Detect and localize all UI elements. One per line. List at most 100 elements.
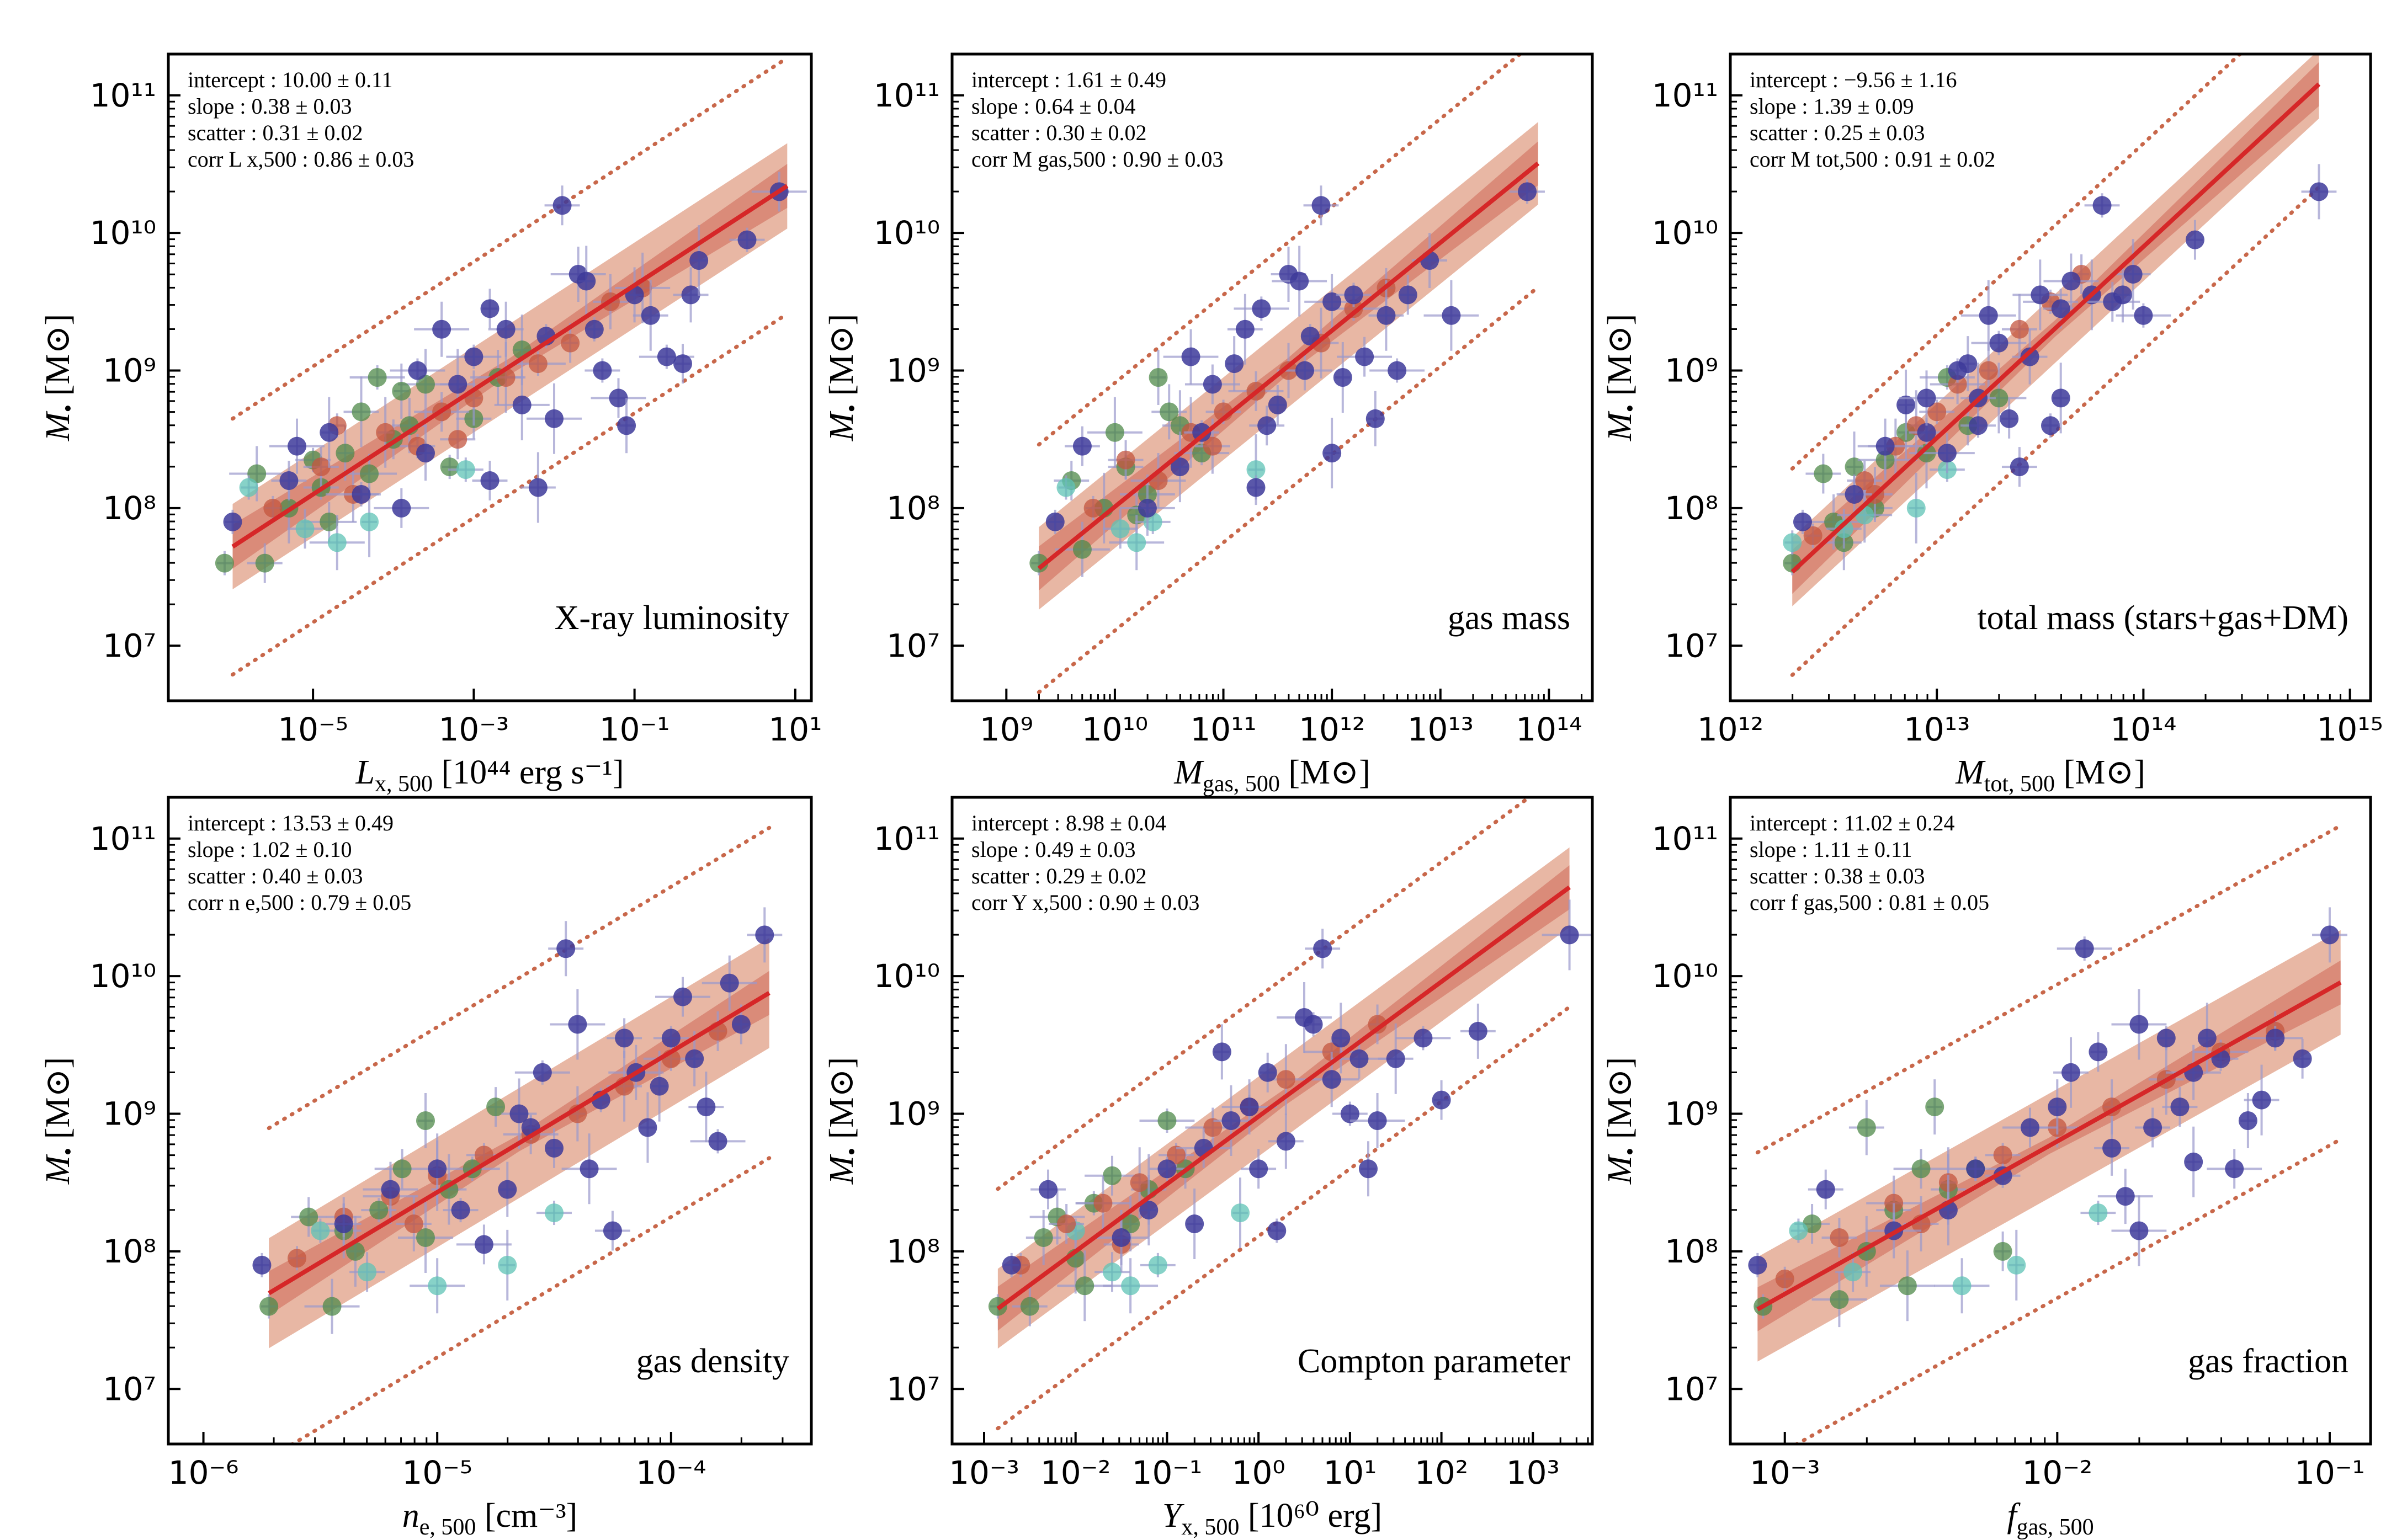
purple-point [480,471,500,491]
y-tick-label: 10¹¹ [874,77,940,114]
purple-point [1368,1111,1387,1130]
red-point [1855,471,1874,491]
purple-point [1377,306,1396,325]
purple-point [552,196,572,215]
purple-point [1267,1221,1287,1240]
x-tick-label: 10⁻¹ [1132,1454,1203,1491]
teal-point [1056,478,1076,497]
purple-point [1398,285,1417,305]
purple-point [2031,285,2050,305]
purple-point [334,1214,353,1234]
green-point [322,1297,342,1316]
y-tick-label: 10⁷ [103,627,156,664]
stat-line: slope : 1.02 ± 0.10 [188,837,352,862]
teal-point [545,1203,564,1223]
purple-point [1896,395,1916,414]
green-point [215,553,234,573]
red-point [1203,1118,1223,1137]
panel-gas-mass: 10⁷ 10⁸ 10⁹ 10¹⁰ 10¹¹ 10⁹ 10¹⁰ 10¹¹ 10¹² 10¹³ 10¹⁴… [823,52,1594,797]
green-point [1149,368,1168,387]
upper-3sigma-line [1037,54,1523,447]
y-tick-label: 10¹⁰ [90,214,156,252]
fit-line [1756,981,2342,1312]
purple-point [279,471,299,491]
panel-title: gas fraction [2188,1342,2348,1380]
purple-point [1290,271,1309,291]
purple-point [689,251,709,270]
y-tick-label: 10⁹ [103,352,156,390]
stat-line: intercept : 1.61 ± 0.49 [971,67,1166,92]
red-point [1803,526,1822,545]
x-tick-label: 10³ [1506,1454,1560,1491]
purple-point [1340,1104,1359,1123]
purple-point [223,512,242,531]
stat-line: corr n e,500 : 0.79 ± 0.05 [188,890,411,915]
y-tick-label: 10¹¹ [90,77,156,114]
purple-point [533,1063,552,1082]
green-point [259,1297,279,1316]
y-axis-label: M• [M⊙] [39,1057,81,1185]
stat-line: scatter : 0.38 ± 0.03 [1750,864,1925,888]
purple-point [464,347,483,366]
purple-point [1845,484,1864,504]
purple-point [1268,395,1287,414]
stat-line: slope : 0.49 ± 0.03 [971,837,1136,862]
purple-point [1917,388,1936,408]
teal-point [1121,1276,1140,1296]
red-point [311,457,331,477]
stat-line: corr M gas,500 : 0.90 ± 0.03 [971,147,1223,172]
stat-line: slope : 0.64 ± 0.04 [971,94,1136,119]
purple-point [2129,1221,2149,1240]
y-tick-label: 10¹⁰ [874,957,940,995]
green-point [440,457,459,477]
purple-point [1221,1111,1241,1130]
purple-point [2061,1063,2081,1082]
purple-point [2075,939,2094,958]
purple-point [2089,1042,2108,1062]
purple-point [2020,1118,2039,1137]
purple-point [755,925,774,945]
teal-point [2089,1203,2108,1223]
teal-point [1783,533,1802,552]
purple-point [381,1180,400,1199]
teal-point [1952,1276,1972,1296]
x-tick-label: 10⁻² [2022,1454,2093,1491]
teal-point [295,519,315,539]
purple-point [416,444,435,463]
stat-line: intercept : 13.53 ± 0.49 [188,811,394,835]
purple-point [1875,436,1895,456]
panel-gas-density: 10⁷ 10⁸ 10⁹ 10¹⁰ 10¹¹ 10⁻⁶ 10⁻⁵ 10⁻⁴ ne, 500 [cm… [39,796,813,1540]
teal-point [1789,1221,1808,1240]
purple-point [1937,444,1957,463]
y-tick-label: 10⁹ [103,1095,156,1133]
green-point [1830,1290,1849,1309]
green-point [1845,457,1864,477]
red-point [1093,1193,1113,1213]
purple-point [650,1077,669,1096]
x-tick-label: 10⁻¹ [599,711,670,748]
y-tick-label: 10⁸ [103,489,156,527]
purple-point [252,1255,272,1275]
red-point [1116,450,1135,470]
purple-point [609,388,628,408]
purple-point [1365,409,1385,428]
x-tick-label: 10¹ [768,711,822,748]
purple-point [2020,347,2039,366]
teal-point [456,460,475,479]
green-point [299,1207,318,1227]
purple-point [2320,925,2339,945]
x-tick-label: 10¹⁴ [1516,711,1582,748]
purple-point [1359,1159,1378,1179]
green-point [352,402,371,422]
green-point [1034,1228,1053,1247]
purple-point [1333,368,1352,387]
green-point [416,375,435,394]
purple-point [1442,306,1461,325]
purple-point [1246,478,1266,497]
fit-line [231,184,789,549]
purple-point [737,230,757,249]
red-point [1203,436,1222,456]
teal-point [1843,1262,1863,1282]
y-axis-label: M• [M⊙] [823,1057,865,1185]
red-point [561,333,580,353]
